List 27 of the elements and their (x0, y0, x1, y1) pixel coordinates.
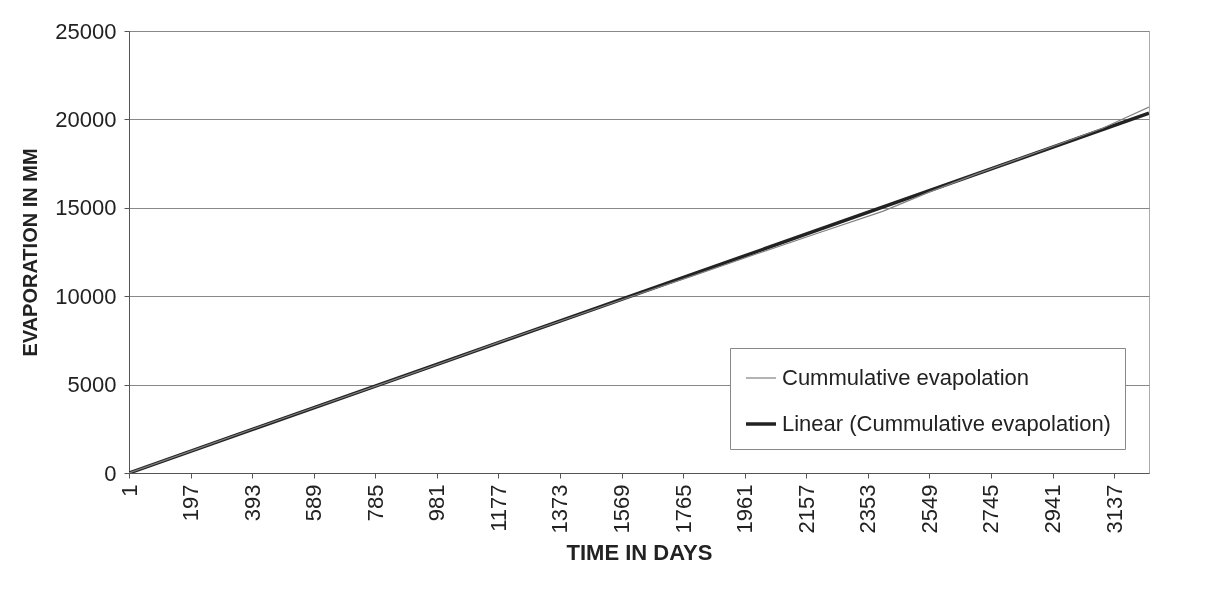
x-tick-label: 197 (178, 484, 204, 522)
x-tick-label: 1373 (547, 484, 573, 534)
x-tick-label: 1961 (732, 484, 758, 534)
x-tick-label: 1765 (670, 484, 696, 534)
x-tick-label: 3137 (1101, 484, 1127, 534)
y-tick-label: 5000 (67, 372, 117, 398)
x-tick-label: 2549 (916, 484, 942, 534)
y-tick-label: 15000 (55, 195, 117, 221)
x-tick-label: 2157 (793, 484, 819, 534)
x-tick-label: 1569 (609, 484, 635, 534)
legend-label: Cummulative evapolation (782, 365, 1030, 390)
x-tick-label: 393 (239, 484, 265, 522)
x-tick-label: 981 (424, 484, 450, 522)
x-tick-label: 1177 (485, 484, 511, 532)
y-axis-title: EVAPORATION IN MM (19, 148, 42, 357)
x-axis-title: TIME IN DAYS (566, 540, 713, 566)
x-tick-label: 2941 (1040, 484, 1066, 534)
x-tick-label: 2353 (855, 484, 881, 534)
x-tick-label: 1 (116, 484, 142, 497)
x-tick-label: 589 (301, 484, 327, 522)
x-tick-label: 2745 (978, 484, 1004, 534)
y-tick-label: 25000 (55, 18, 117, 44)
y-tick-label: 0 (104, 460, 117, 486)
legend-label: Linear (Cummulative evapolation) (782, 411, 1111, 436)
y-tick-label: 20000 (55, 106, 117, 132)
y-tick-label: 10000 (55, 283, 117, 309)
x-tick-label: 785 (362, 484, 388, 522)
